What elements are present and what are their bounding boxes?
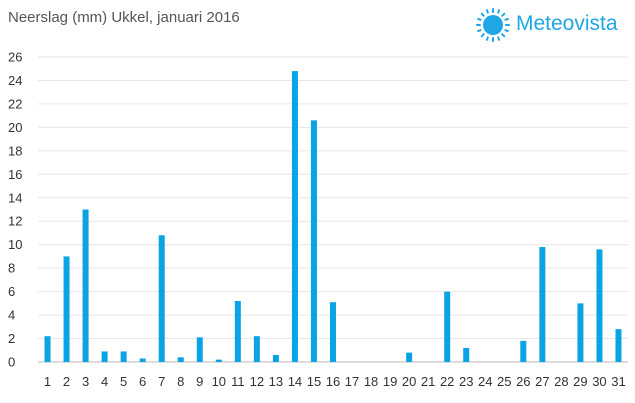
x-tick-label: 20 (402, 374, 416, 389)
x-tick-label: 21 (421, 374, 435, 389)
bar-day-1[interactable] (44, 336, 51, 362)
x-tick-label: 3 (82, 374, 89, 389)
x-axis-ticks: 1 2 3 4 5 6 7 8 9 10 11 12 13 14 15 16 17 18 19 20 21 22 23 24 2… (44, 374, 626, 389)
bar-day-30[interactable] (596, 249, 603, 362)
x-tick-label: 4 (101, 374, 108, 389)
sun-icon (476, 8, 510, 42)
x-tick-label: 22 (440, 374, 454, 389)
x-tick-label: 7 (158, 374, 165, 389)
x-tick-label: 8 (177, 374, 184, 389)
y-tick-label: 12 (8, 214, 22, 229)
bar-day-2[interactable] (63, 256, 70, 362)
bar-day-26[interactable] (520, 340, 527, 362)
bar-day-6[interactable] (139, 358, 146, 362)
y-tick-label: 24 (8, 73, 22, 88)
x-tick-label: 11 (231, 374, 245, 389)
bar-day-23[interactable] (463, 347, 470, 362)
bar-day-10[interactable] (215, 359, 222, 362)
bar-day-7[interactable] (158, 235, 165, 362)
x-tick-label: 2 (63, 374, 70, 389)
x-tick-label: 30 (592, 374, 606, 389)
y-tick-label: 2 (8, 331, 15, 346)
x-tick-label: 10 (212, 374, 226, 389)
x-tick-label: 1 (44, 374, 51, 389)
bar-day-9[interactable] (196, 337, 203, 362)
bar-day-5[interactable] (120, 351, 127, 362)
y-tick-label: 0 (8, 355, 15, 370)
y-tick-label: 16 (8, 167, 22, 182)
bar-day-16[interactable] (330, 302, 336, 362)
x-tick-label: 18 (364, 374, 378, 389)
x-tick-label: 29 (573, 374, 587, 389)
bar-day-22[interactable] (444, 291, 451, 362)
y-tick-label: 26 (8, 50, 22, 65)
x-tick-label: 27 (535, 374, 549, 389)
y-tick-label: 20 (8, 120, 22, 135)
y-tick-label: 10 (8, 237, 22, 252)
bar-day-31[interactable] (615, 329, 622, 362)
meteovista-logo[interactable]: Meteovista (476, 8, 631, 42)
bars (44, 71, 622, 363)
y-tick-label: 6 (8, 284, 15, 299)
x-tick-label: 6 (139, 374, 146, 389)
x-tick-label: 28 (554, 374, 568, 389)
bar-day-8[interactable] (177, 357, 184, 362)
bar-day-15[interactable] (310, 120, 317, 362)
brand-name: Meteovista (516, 12, 618, 35)
gridlines (38, 56, 628, 363)
bar-day-13[interactable] (272, 354, 279, 362)
x-tick-label: 12 (250, 374, 264, 389)
x-tick-label: 26 (516, 374, 530, 389)
y-tick-label: 14 (8, 190, 22, 205)
x-tick-label: 5 (120, 374, 127, 389)
x-tick-label: 25 (497, 374, 511, 389)
x-tick-label: 17 (345, 374, 359, 389)
y-tick-label: 4 (8, 308, 15, 323)
x-tick-label: 16 (326, 374, 340, 389)
bar-day-11[interactable] (234, 301, 241, 362)
y-tick-label: 8 (8, 261, 15, 276)
x-tick-label: 15 (307, 374, 321, 389)
x-tick-label: 23 (459, 374, 473, 389)
y-tick-label: 18 (8, 143, 22, 158)
bar-day-12[interactable] (253, 336, 260, 362)
bar-day-29[interactable] (577, 303, 584, 362)
x-tick-label: 14 (288, 374, 302, 389)
x-tick-label: 13 (269, 374, 283, 389)
bar-day-3[interactable] (82, 209, 89, 363)
x-tick-label: 19 (383, 374, 397, 389)
bar-day-14[interactable] (291, 71, 298, 363)
bar-day-20[interactable] (406, 352, 413, 362)
bar-day-27[interactable] (539, 247, 546, 362)
x-tick-label: 9 (196, 374, 203, 389)
bar-day-4[interactable] (101, 351, 108, 362)
y-tick-label: 22 (8, 96, 22, 111)
x-tick-label: 24 (478, 374, 492, 389)
x-tick-label: 31 (611, 374, 625, 389)
chart-title: Neerslag (mm) Ukkel, januari 2016 (8, 9, 240, 26)
